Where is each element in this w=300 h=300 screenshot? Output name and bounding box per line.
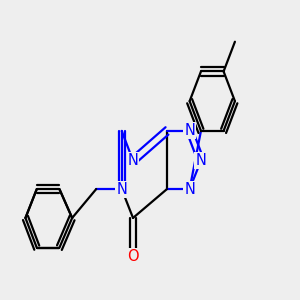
Text: N: N [128,153,139,168]
Text: N: N [184,123,195,138]
Text: N: N [196,153,206,168]
Text: N: N [116,182,127,196]
Text: O: O [127,249,139,264]
Text: N: N [184,182,195,196]
